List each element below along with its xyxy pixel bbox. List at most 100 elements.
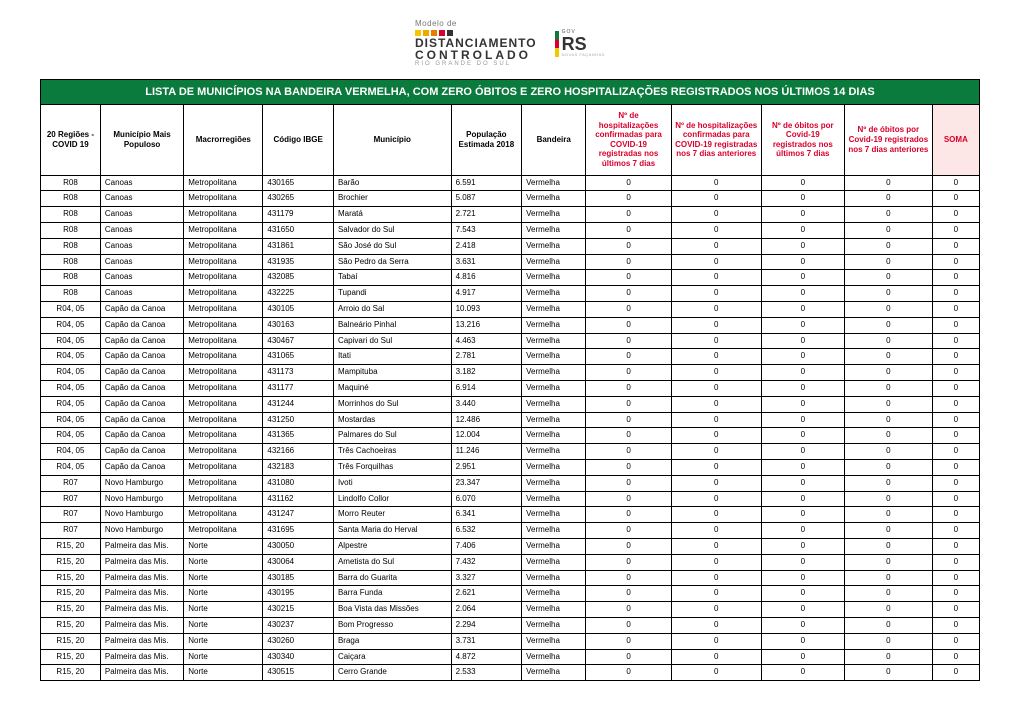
table-cell: R07 [41, 475, 101, 491]
table-title-row: LISTA DE MUNICÍPIOS NA BANDEIRA VERMELHA… [41, 80, 980, 105]
table-cell: R04, 05 [41, 460, 101, 476]
table-cell: 0 [671, 428, 761, 444]
table-cell: 0 [932, 191, 979, 207]
table-cell: Novo Hamburgo [100, 475, 183, 491]
table-cell: 0 [761, 617, 844, 633]
table-cell: Norte [184, 554, 263, 570]
table-cell: 0 [932, 302, 979, 318]
table-cell: 0 [932, 175, 979, 191]
table-row: R15, 20Palmeira das Mis.Norte430215Boa V… [41, 602, 980, 618]
table-cell: Metropolitana [184, 523, 263, 539]
column-header: População Estimada 2018 [451, 105, 522, 176]
table-cell: 0 [845, 570, 933, 586]
table-cell: 0 [932, 349, 979, 365]
table-cell: 0 [671, 570, 761, 586]
table-cell: 0 [586, 586, 672, 602]
table-cell: Norte [184, 649, 263, 665]
table-cell: Canoas [100, 238, 183, 254]
table-cell: Vermelha [522, 570, 586, 586]
table-row: R15, 20Palmeira das Mis.Norte430237Bom P… [41, 617, 980, 633]
table-cell: R15, 20 [41, 633, 101, 649]
table-cell: São Pedro da Serra [333, 254, 451, 270]
table-row: R08CanoasMetropolitana431650Salvador do … [41, 223, 980, 239]
table-row: R15, 20Palmeira das Mis.Norte430340Caiça… [41, 649, 980, 665]
table-cell: Metropolitana [184, 491, 263, 507]
table-cell: Metropolitana [184, 254, 263, 270]
table-cell: 7.543 [451, 223, 522, 239]
table-cell: 0 [932, 491, 979, 507]
table-cell: 7.406 [451, 538, 522, 554]
table-row: R08CanoasMetropolitana431935São Pedro da… [41, 254, 980, 270]
table-cell: Morrinhos do Sul [333, 396, 451, 412]
table-cell: 5.087 [451, 191, 522, 207]
table-cell: R08 [41, 238, 101, 254]
table-cell: Vermelha [522, 207, 586, 223]
table-cell: Barra Funda [333, 586, 451, 602]
table-cell: 0 [845, 538, 933, 554]
table-cell: 430050 [263, 538, 334, 554]
table-cell: 0 [845, 460, 933, 476]
table-cell: 0 [761, 475, 844, 491]
table-cell: Vermelha [522, 238, 586, 254]
column-header: Bandeira [522, 105, 586, 176]
table-cell: Palmares do Sul [333, 428, 451, 444]
table-row: R04, 05Capão da CanoaMetropolitana430105… [41, 302, 980, 318]
table-cell: 0 [586, 412, 672, 428]
table-cell: 0 [761, 428, 844, 444]
table-cell: Metropolitana [184, 270, 263, 286]
table-cell: Vermelha [522, 396, 586, 412]
table-cell: R04, 05 [41, 444, 101, 460]
table-cell: 0 [761, 286, 844, 302]
table-cell: 0 [671, 491, 761, 507]
table-cell: 431365 [263, 428, 334, 444]
table-cell: 4.816 [451, 270, 522, 286]
table-cell: 0 [586, 475, 672, 491]
table-cell: 430195 [263, 586, 334, 602]
table-cell: Vermelha [522, 665, 586, 681]
table-cell: R04, 05 [41, 428, 101, 444]
table-cell: 0 [761, 602, 844, 618]
table-cell: 0 [761, 333, 844, 349]
table-cell: 0 [761, 507, 844, 523]
table-cell: 0 [586, 286, 672, 302]
table-cell: 0 [845, 602, 933, 618]
table-cell: 0 [761, 349, 844, 365]
table-cell: Ivoti [333, 475, 451, 491]
table-cell: 6.591 [451, 175, 522, 191]
table-cell: 0 [845, 254, 933, 270]
table-cell: 431065 [263, 349, 334, 365]
table-cell: 0 [671, 286, 761, 302]
table-cell: 430165 [263, 175, 334, 191]
table-cell: 431861 [263, 238, 334, 254]
table-cell: 431244 [263, 396, 334, 412]
table-cell: 0 [586, 554, 672, 570]
column-header: Código IBGE [263, 105, 334, 176]
table-row: R15, 20Palmeira das Mis.Norte430515Cerro… [41, 665, 980, 681]
table-cell: Braga [333, 633, 451, 649]
table-cell: Vermelha [522, 333, 586, 349]
table-cell: 0 [671, 349, 761, 365]
table-title: LISTA DE MUNICÍPIOS NA BANDEIRA VERMELHA… [41, 80, 980, 105]
table-cell: Novo Hamburgo [100, 507, 183, 523]
table-cell: Bom Progresso [333, 617, 451, 633]
table-cell: 0 [845, 365, 933, 381]
table-cell: 0 [845, 381, 933, 397]
table-cell: 0 [586, 460, 672, 476]
table-cell: Canoas [100, 254, 183, 270]
table-cell: 0 [586, 491, 672, 507]
table-cell: 0 [932, 570, 979, 586]
table-cell: 0 [586, 538, 672, 554]
table-cell: Vermelha [522, 349, 586, 365]
table-row: R04, 05Capão da CanoaMetropolitana431365… [41, 428, 980, 444]
table-cell: Palmeira das Mis. [100, 617, 183, 633]
table-cell: 0 [761, 238, 844, 254]
table-cell: R04, 05 [41, 381, 101, 397]
table-cell: 0 [932, 444, 979, 460]
table-cell: R04, 05 [41, 333, 101, 349]
table-cell: Metropolitana [184, 302, 263, 318]
table-cell: 23.347 [451, 475, 522, 491]
table-cell: 430215 [263, 602, 334, 618]
table-cell: 13.216 [451, 317, 522, 333]
rs-abbrev: RS [562, 35, 605, 53]
table-cell: Metropolitana [184, 175, 263, 191]
